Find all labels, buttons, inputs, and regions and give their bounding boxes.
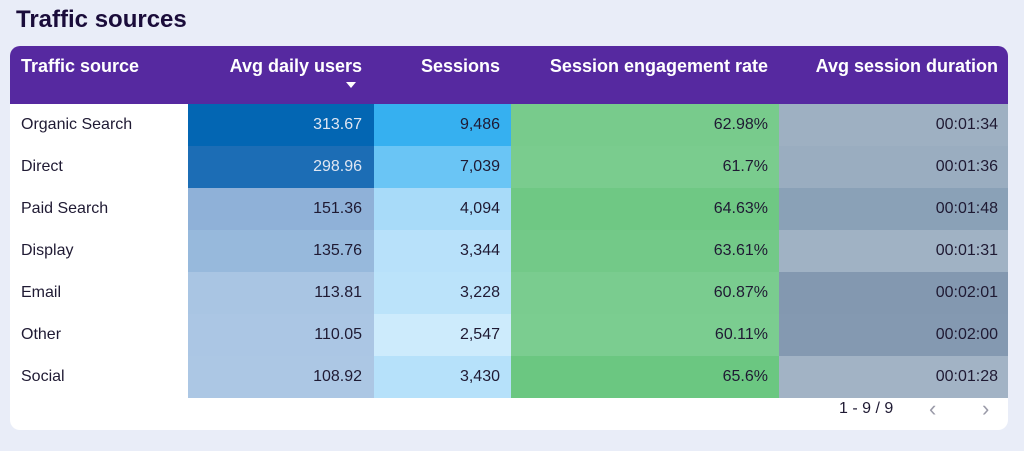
avg-daily-users-cell: 313.67 [188,104,374,146]
avg-session-duration-cell: 00:01:48 [779,188,1008,230]
sessions-cell: 2,547 [374,314,511,356]
table-row: Display 135.76 3,344 63.61% 00:01:31 [10,230,1008,272]
traffic-source-cell: Paid Search [10,188,188,230]
traffic-source-cell: Other [10,314,188,356]
engagement-rate-cell: 60.11% [511,314,779,356]
table-row: Other 110.05 2,547 60.11% 00:02:00 [10,314,1008,356]
engagement-rate-cell: 62.98% [511,104,779,146]
avg-session-duration-cell: 00:01:34 [779,104,1008,146]
chevron-right-icon[interactable]: › [982,396,990,421]
avg-session-duration-cell: 00:01:28 [779,356,1008,398]
table-row: Email 113.81 3,228 60.87% 00:02:01 [10,272,1008,314]
sessions-cell: 7,039 [374,146,511,188]
engagement-rate-cell: 60.87% [511,272,779,314]
avg-daily-users-cell: 110.05 [188,314,374,356]
avg-daily-users-cell: 113.81 [188,272,374,314]
traffic-source-cell: Social [10,356,188,398]
avg-daily-users-cell: 298.96 [188,146,374,188]
traffic-source-cell: Email [10,272,188,314]
traffic-source-cell: Direct [10,146,188,188]
traffic-table: Traffic source Avg daily users Sessions … [10,46,1008,430]
sessions-cell: 9,486 [374,104,511,146]
table-row: Social 108.92 3,430 65.6% 00:01:28 [10,356,1008,398]
sessions-cell: 3,430 [374,356,511,398]
engagement-rate-cell: 65.6% [511,356,779,398]
sessions-cell: 3,344 [374,230,511,272]
table-row: Direct 298.96 7,039 61.7% 00:01:36 [10,146,1008,188]
avg-daily-users-cell: 108.92 [188,356,374,398]
chevron-left-icon[interactable]: ‹ [929,396,937,421]
table-row: Organic Search 313.67 9,486 62.98% 00:01:34 [10,104,1008,146]
engagement-rate-cell: 63.61% [511,230,779,272]
engagement-rate-cell: 61.7% [511,146,779,188]
avg-session-duration-cell: 00:02:00 [779,314,1008,356]
sessions-cell: 3,228 [374,272,511,314]
avg-session-duration-cell: 00:02:01 [779,272,1008,314]
table-row: Paid Search 151.36 4,094 64.63% 00:01:48 [10,188,1008,230]
sessions-cell: 4,094 [374,188,511,230]
avg-session-duration-cell: 00:01:36 [779,146,1008,188]
avg-daily-users-cell: 135.76 [188,230,374,272]
traffic-source-cell: Display [10,230,188,272]
header-avg-session-duration[interactable]: Avg session duration [815,56,998,76]
sort-descending-icon[interactable] [346,82,356,88]
header-avg-daily-users[interactable]: Avg daily users [229,56,362,76]
avg-session-duration-cell: 00:01:31 [779,230,1008,272]
engagement-rate-cell: 64.63% [511,188,779,230]
avg-daily-users-cell: 151.36 [188,188,374,230]
pagination-label: 1 - 9 / 9 [839,400,894,417]
table-header: Traffic source Avg daily users Sessions … [10,46,1008,104]
page-title: Traffic sources [16,6,187,33]
traffic-source-cell: Organic Search [10,104,188,146]
header-sessions[interactable]: Sessions [420,56,500,76]
header-traffic-source[interactable]: Traffic source [21,56,140,76]
header-engagement-rate[interactable]: Session engagement rate [549,56,768,76]
